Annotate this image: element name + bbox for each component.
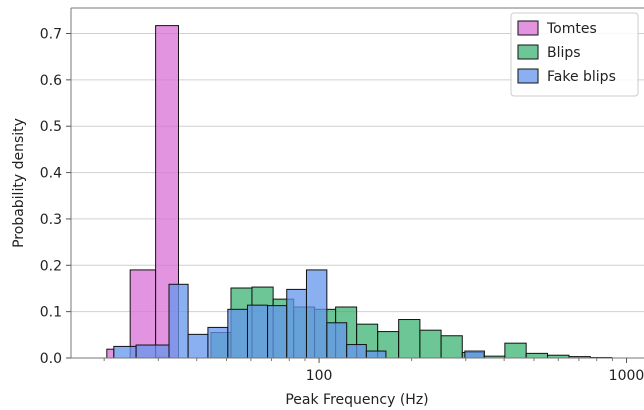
- legend-box: [510, 12, 639, 97]
- bar-fake-blips: [346, 344, 367, 359]
- bar-fake-blips: [207, 326, 229, 359]
- bar-tomtes: [106, 348, 115, 359]
- x-axis-ticks: 100 1000: [103, 358, 644, 384]
- bar-fake-blips: [305, 269, 328, 359]
- y-tick-label: 0.3: [40, 212, 62, 228]
- y-axis-label: Probability density: [11, 118, 27, 248]
- bar-fake-blips: [227, 308, 248, 359]
- legend: Tomtes Blips Fake blips: [510, 12, 639, 97]
- bar-fake-blips: [267, 305, 288, 359]
- bar-blips: [440, 335, 463, 359]
- y-tick-label: 0.7: [40, 26, 62, 42]
- bar-fake-blips: [326, 322, 348, 359]
- bar-tomtes: [129, 269, 157, 359]
- y-tick-label: 0.4: [40, 166, 62, 182]
- y-tick-label: 0.0: [40, 351, 62, 367]
- bar-fake-blips: [365, 350, 387, 359]
- bar-fake-blips: [286, 288, 307, 359]
- bar-blips: [419, 329, 442, 359]
- x-tick-label: 1000: [609, 368, 644, 384]
- bar-blips: [398, 319, 421, 359]
- bar-fake-blips: [113, 345, 137, 359]
- bar-fake-blips: [187, 333, 209, 359]
- y-tick-label: 0.5: [40, 119, 62, 135]
- legend-swatch: [517, 44, 539, 60]
- bar-fake-blips: [168, 283, 189, 359]
- bar-fake-blips: [464, 350, 485, 359]
- bars-layer: [106, 25, 613, 359]
- legend-label: Blips: [547, 45, 581, 61]
- y-tick-label: 0.2: [40, 258, 62, 274]
- y-tick-label: 0.1: [40, 305, 62, 321]
- bar-blips: [525, 352, 549, 359]
- x-axis-label: Peak Frequency (Hz): [285, 392, 428, 408]
- x-tick-label: 100: [306, 368, 333, 384]
- axes-frame: [70, 7, 644, 359]
- bar-fake-blips: [135, 344, 170, 359]
- y-axis-ticks: 0.0 0.1 0.2 0.3 0.4 0.5 0.6 0.7: [40, 26, 71, 367]
- legend-label: Fake blips: [547, 69, 616, 85]
- bar-fake-blips: [246, 304, 269, 359]
- legend-label: Tomtes: [546, 21, 597, 37]
- legend-swatch: [517, 68, 539, 84]
- bar-blips: [504, 342, 527, 359]
- y-tick-label: 0.6: [40, 73, 62, 89]
- legend-swatch: [517, 20, 539, 36]
